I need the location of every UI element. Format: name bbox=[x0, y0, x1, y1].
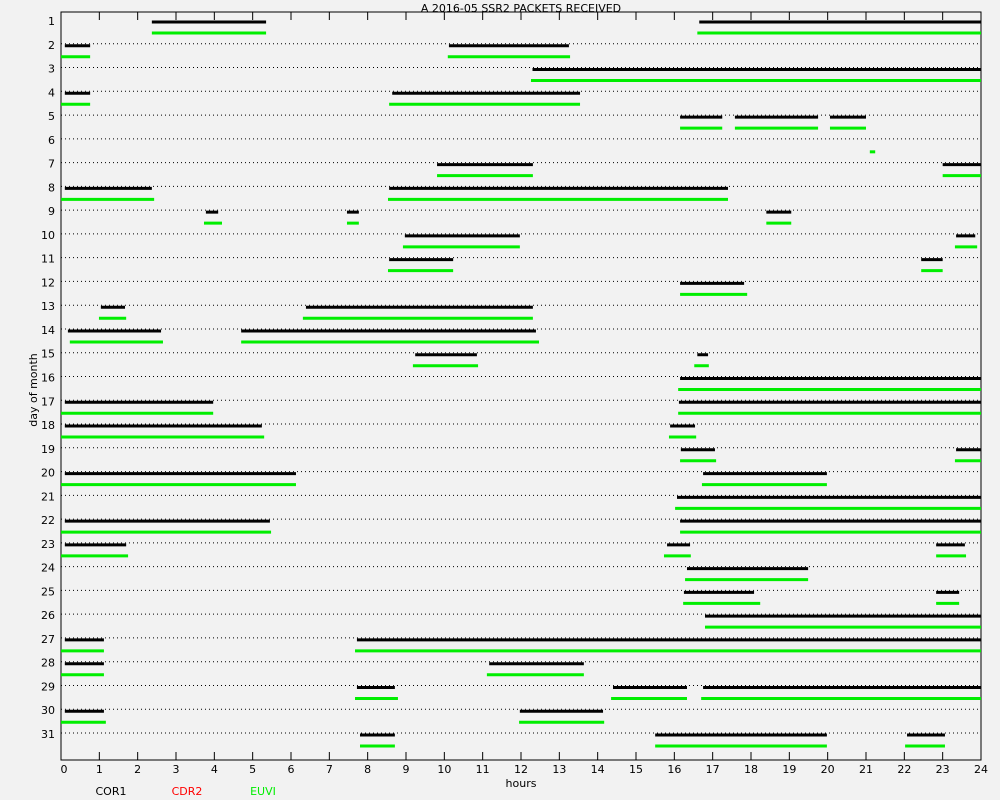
x-tick-label: 4 bbox=[211, 763, 218, 776]
x-tick-label: 0 bbox=[61, 763, 68, 776]
x-tick-label: 16 bbox=[667, 763, 681, 776]
y-tick-label: 8 bbox=[48, 181, 55, 194]
x-tick-label: 12 bbox=[514, 763, 528, 776]
y-tick-label: 4 bbox=[48, 86, 55, 99]
y-tick-label: 12 bbox=[41, 276, 55, 289]
x-tick-label: 17 bbox=[706, 763, 720, 776]
y-tick-label: 15 bbox=[41, 348, 55, 361]
x-tick-label: 9 bbox=[403, 763, 410, 776]
x-tick-label: 23 bbox=[936, 763, 950, 776]
x-tick-label: 3 bbox=[173, 763, 180, 776]
x-tick-label: 6 bbox=[288, 763, 295, 776]
y-tick-label: 29 bbox=[41, 680, 55, 693]
x-tick-label: 24 bbox=[974, 763, 988, 776]
y-tick-label: 11 bbox=[41, 253, 55, 266]
x-tick-label: 1 bbox=[96, 763, 103, 776]
y-tick-label: 9 bbox=[48, 205, 55, 218]
legend-label: CDR2 bbox=[172, 785, 203, 798]
y-tick-label: 21 bbox=[41, 490, 55, 503]
y-tick-label: 13 bbox=[41, 300, 55, 313]
y-tick-label: 23 bbox=[41, 538, 55, 551]
x-tick-label: 22 bbox=[897, 763, 911, 776]
x-tick-label: 13 bbox=[552, 763, 566, 776]
x-tick-label: 8 bbox=[364, 763, 371, 776]
x-tick-label: 14 bbox=[591, 763, 605, 776]
y-tick-label: 24 bbox=[41, 562, 55, 575]
legend-label: EUVI bbox=[250, 785, 276, 798]
x-tick-label: 11 bbox=[476, 763, 490, 776]
x-tick-label: 18 bbox=[744, 763, 758, 776]
y-tick-label: 26 bbox=[41, 609, 55, 622]
y-tick-label: 31 bbox=[41, 728, 55, 741]
y-axis-label: day of month bbox=[27, 353, 40, 427]
y-tick-label: 5 bbox=[48, 110, 55, 123]
legend-label: COR1 bbox=[96, 785, 127, 798]
y-tick-label: 30 bbox=[41, 704, 55, 717]
x-tick-label: 20 bbox=[821, 763, 835, 776]
y-tick-label: 1 bbox=[48, 15, 55, 28]
y-tick-label: 6 bbox=[48, 134, 55, 147]
y-tick-label: 3 bbox=[48, 63, 55, 76]
x-tick-label: 19 bbox=[782, 763, 796, 776]
y-tick-label: 16 bbox=[41, 372, 55, 385]
y-tick-label: 25 bbox=[41, 585, 55, 598]
y-tick-label: 19 bbox=[41, 443, 55, 456]
x-tick-label: 5 bbox=[249, 763, 256, 776]
y-tick-label: 17 bbox=[41, 395, 55, 408]
x-tick-label: 10 bbox=[437, 763, 451, 776]
y-tick-label: 28 bbox=[41, 657, 55, 670]
y-tick-label: 10 bbox=[41, 229, 55, 242]
y-tick-label: 7 bbox=[48, 158, 55, 171]
x-tick-label: 15 bbox=[629, 763, 643, 776]
x-tick-label: 2 bbox=[134, 763, 141, 776]
y-tick-label: 27 bbox=[41, 633, 55, 646]
x-tick-label: 21 bbox=[859, 763, 873, 776]
y-tick-label: 22 bbox=[41, 514, 55, 527]
y-tick-label: 18 bbox=[41, 419, 55, 432]
y-tick-label: 20 bbox=[41, 467, 55, 480]
y-tick-label: 2 bbox=[48, 39, 55, 52]
x-axis-label: hours bbox=[506, 777, 537, 790]
y-tick-label: 14 bbox=[41, 324, 55, 337]
x-tick-label: 7 bbox=[326, 763, 333, 776]
